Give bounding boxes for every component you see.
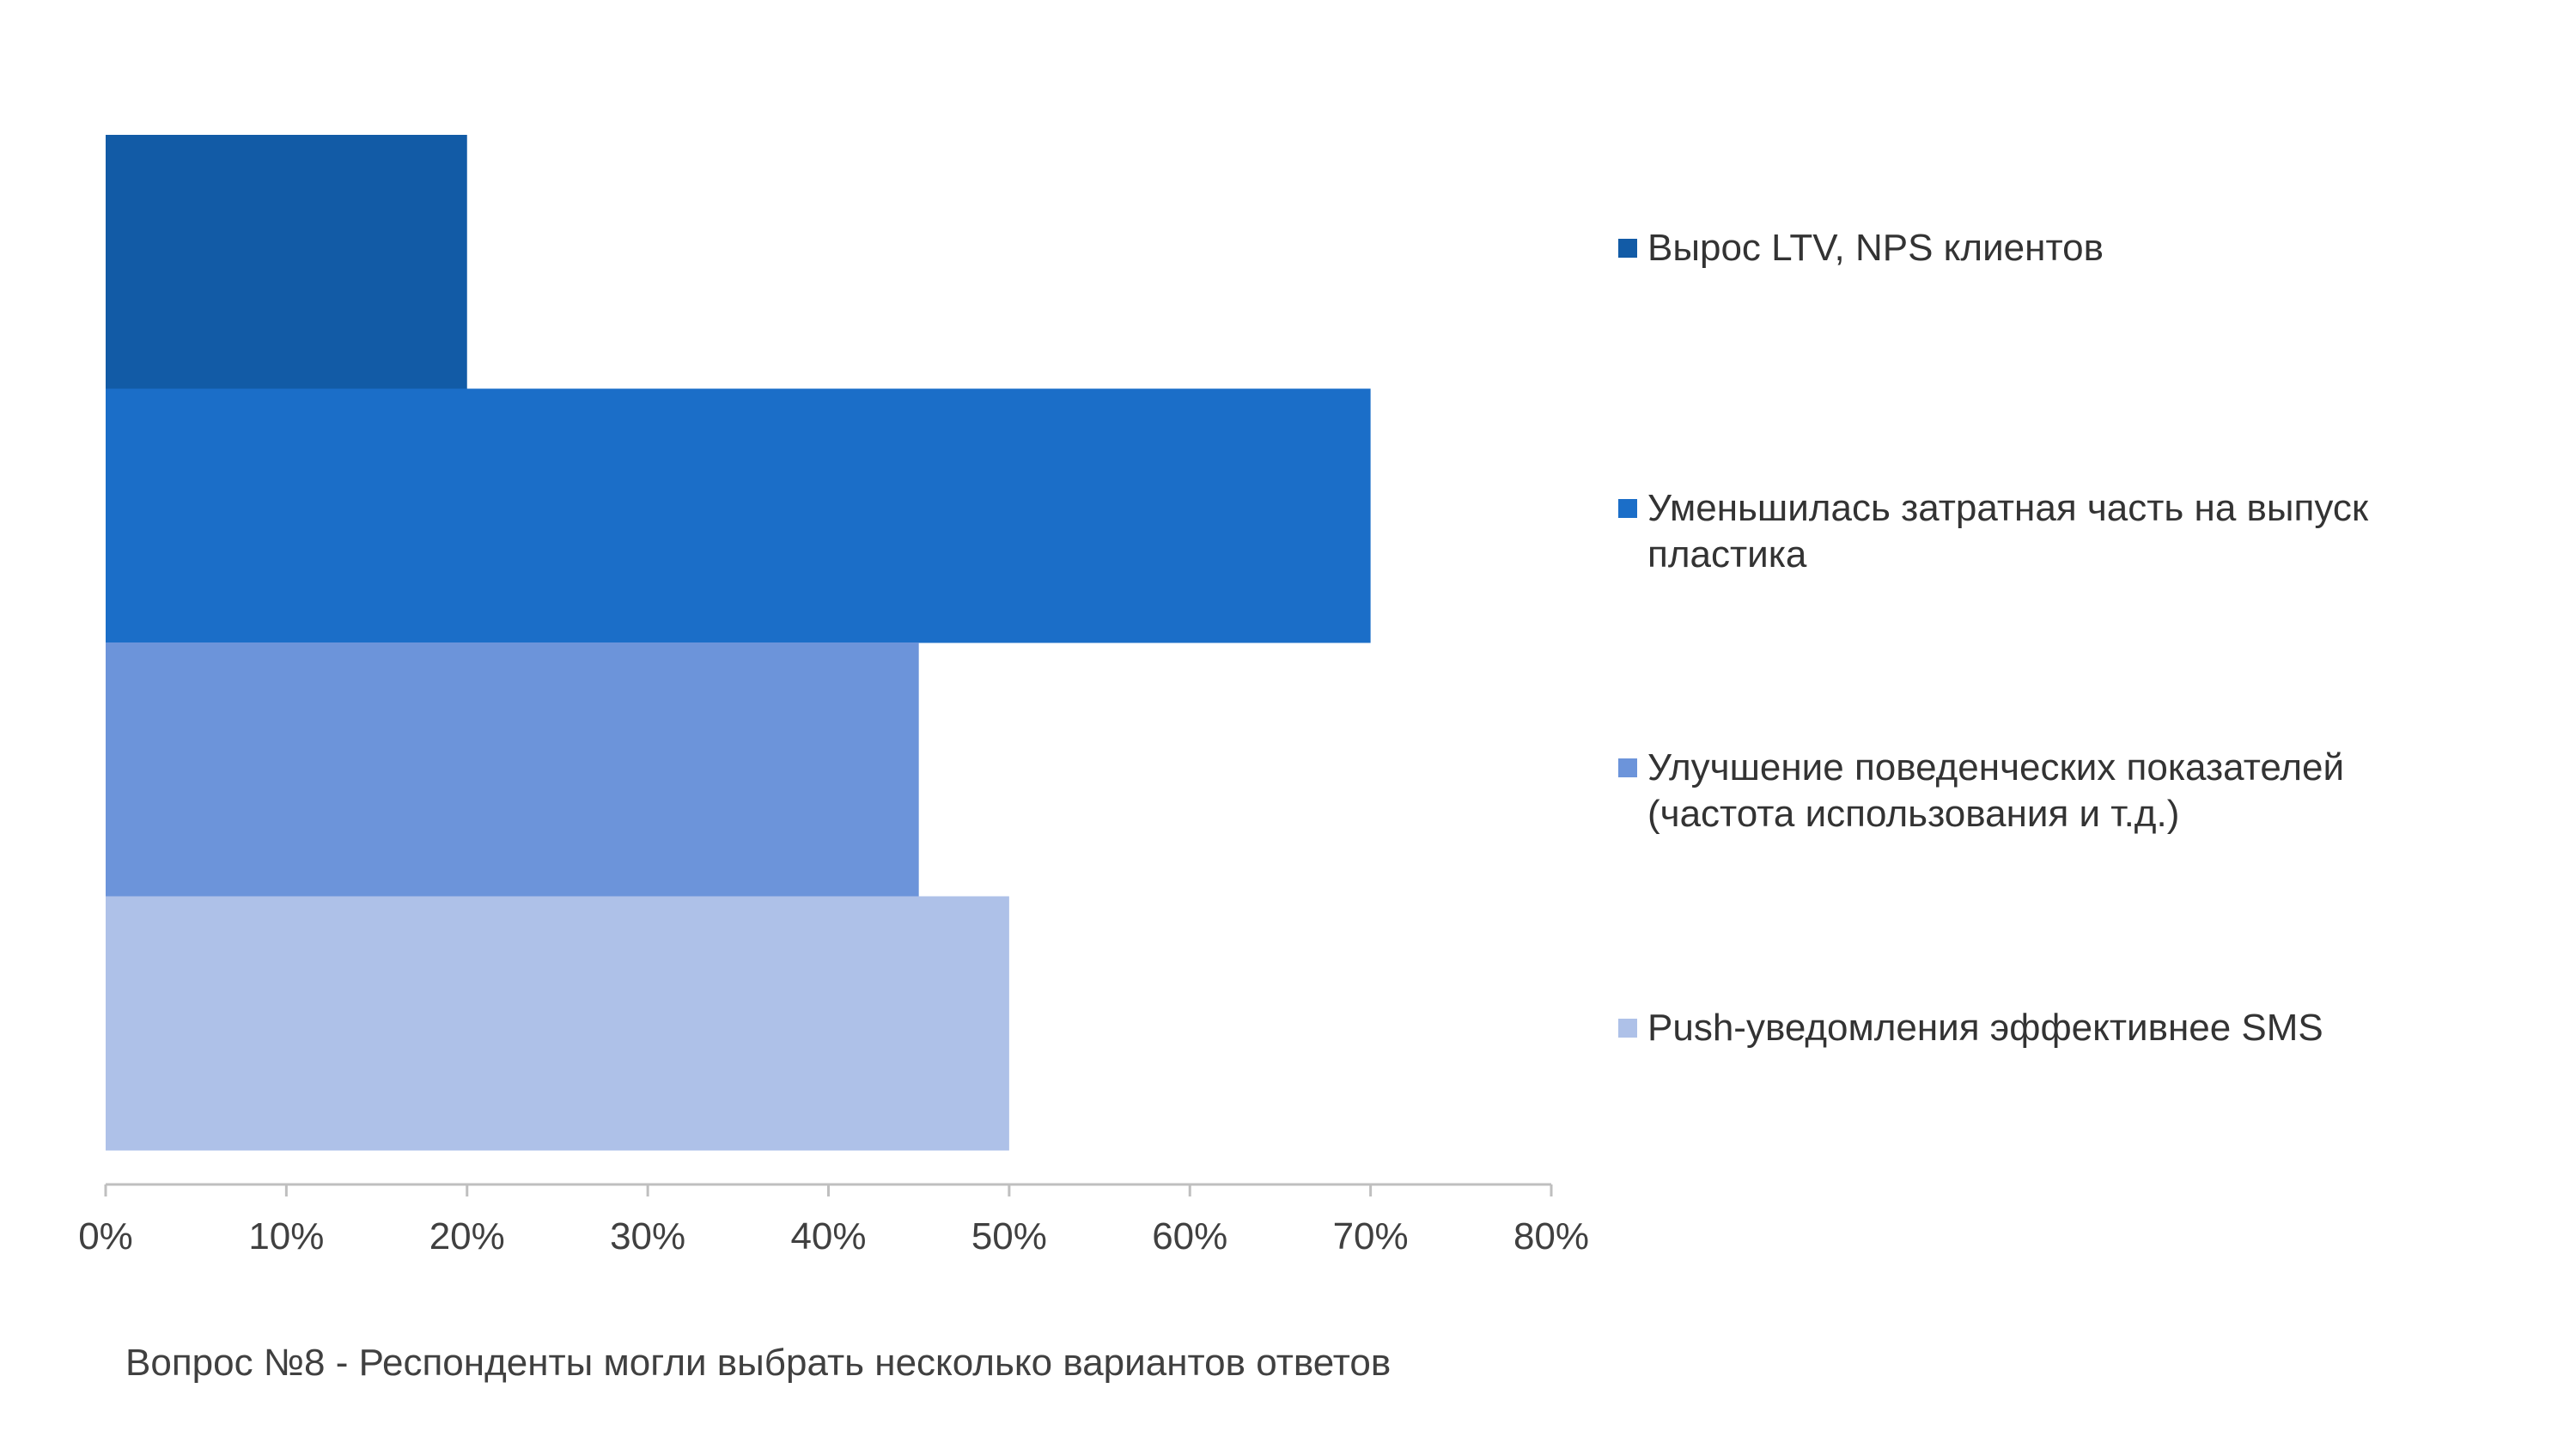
legend-label: Улучшение поведенческих показателей (час… bbox=[1647, 746, 2345, 835]
x-tick-label: 40% bbox=[790, 1215, 866, 1257]
bar-3 bbox=[106, 642, 919, 897]
legend-label: Уменьшилась затратная часть на выпуск пл… bbox=[1647, 487, 2369, 575]
legend-swatch bbox=[1618, 758, 1637, 777]
bar-4 bbox=[106, 896, 1009, 1151]
x-tick-label: 10% bbox=[248, 1215, 324, 1257]
x-tick-label: 50% bbox=[971, 1215, 1047, 1257]
x-tick-label: 30% bbox=[610, 1215, 685, 1257]
bars-group bbox=[106, 135, 1371, 1151]
bar-2 bbox=[106, 388, 1371, 643]
legend-item: Улучшение поведенческих показателей (час… bbox=[1618, 745, 2477, 837]
footnote: Вопрос №8 - Респонденты могли выбрать не… bbox=[125, 1342, 1392, 1384]
legend-swatch bbox=[1618, 1019, 1637, 1038]
legend-item: Push-уведомления эффективнее SMS bbox=[1618, 1005, 2477, 1051]
x-tick-label: 60% bbox=[1152, 1215, 1227, 1257]
bar-1 bbox=[106, 135, 467, 389]
legend-swatch bbox=[1618, 239, 1637, 258]
x-tick-label: 80% bbox=[1513, 1215, 1589, 1257]
legend-item: Уменьшилась затратная часть на выпуск пл… bbox=[1618, 485, 2477, 578]
x-tick-label: 70% bbox=[1333, 1215, 1409, 1257]
legend-swatch bbox=[1618, 499, 1637, 518]
legend-label: Push-уведомления эффективнее SMS bbox=[1647, 1007, 2323, 1049]
legend-label: Вырос LTV, NPS клиентов bbox=[1647, 227, 2104, 269]
x-tick-label: 0% bbox=[78, 1215, 133, 1257]
legend-item: Вырос LTV, NPS клиентов bbox=[1618, 225, 2477, 271]
x-tick-label: 20% bbox=[429, 1215, 505, 1257]
x-axis: 0% 10% 20% 30% 40% 50% 60% 70% 80% bbox=[78, 1183, 1589, 1257]
